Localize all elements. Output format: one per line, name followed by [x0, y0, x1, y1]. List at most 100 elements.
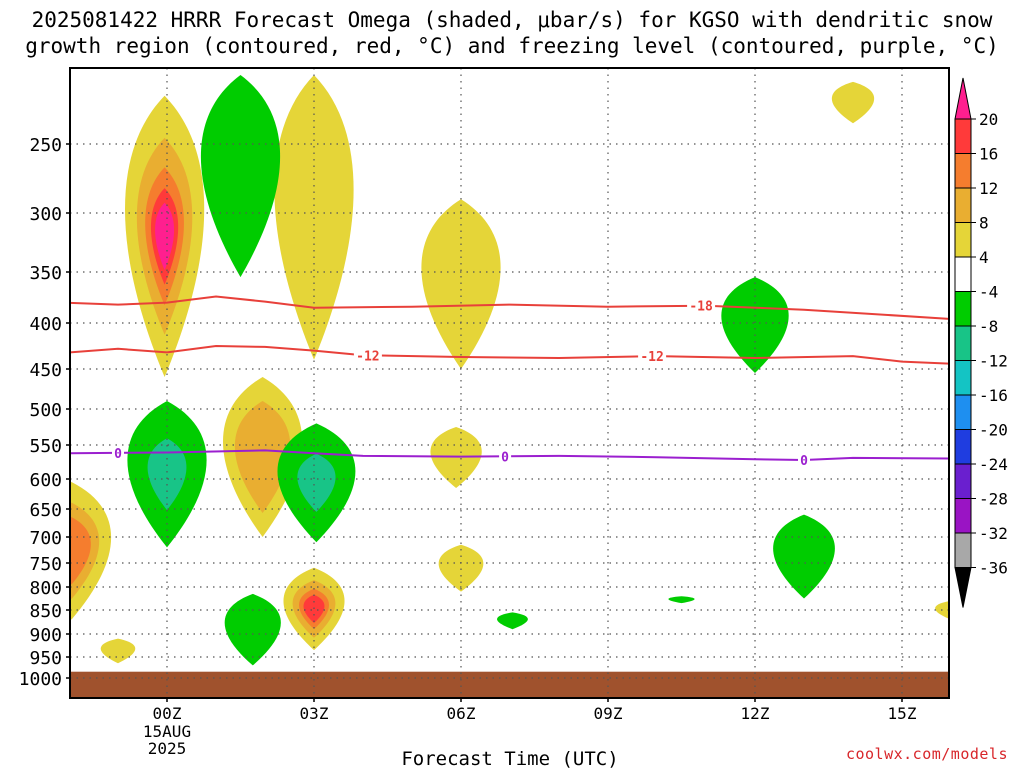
omega-cell	[831, 81, 875, 124]
contour-0: 0 0 0	[70, 445, 949, 469]
contour-label-bg	[638, 349, 667, 364]
x-tick-label: 06Z	[447, 704, 476, 723]
colorbar-top-arrow	[954, 77, 972, 120]
y-tick-label: 300	[29, 204, 62, 225]
contour-label-bg	[798, 452, 810, 467]
colorbar-swatch	[954, 429, 972, 465]
contour-label: 0	[800, 454, 808, 469]
contour-line	[70, 344, 949, 365]
omega-cell	[200, 75, 281, 278]
y-tick-label: 600	[29, 470, 62, 491]
contour-label: -18	[689, 300, 713, 315]
x-axis-label: Forecast Time (UTC)	[401, 748, 618, 768]
omega-cell	[438, 544, 484, 592]
colorbar-swatch	[954, 463, 972, 499]
y-tick-label: 550	[29, 436, 62, 457]
omega-level	[831, 81, 875, 124]
y-tick-label: 450	[29, 360, 62, 381]
omega-cell	[125, 95, 205, 377]
colorbar-label: -16	[979, 386, 1008, 405]
ground-fill	[70, 671, 949, 698]
x-tick-label: 09Z	[594, 704, 623, 723]
colorbar-label: -8	[979, 317, 998, 336]
colorbar-label: 12	[979, 179, 998, 198]
colorbar-swatch	[954, 256, 972, 292]
contour-label: 0	[501, 450, 509, 465]
y-tick-label: 350	[29, 263, 62, 284]
omega-level	[274, 75, 354, 360]
omega-level	[234, 401, 291, 513]
y-tick-label: 750	[29, 554, 62, 575]
omega-level	[297, 453, 336, 512]
y-tick-label: 250	[29, 135, 62, 156]
omega-level	[672, 597, 691, 603]
x-tick-label: 00Z	[153, 704, 182, 723]
colorbar: 20 16 12 8 4 -4 -8 -12 -16 -20 -24 -28 -32 -36	[954, 77, 1008, 608]
x-tick-sublabel: 2025	[148, 739, 187, 758]
colorbar-label: 16	[979, 145, 998, 164]
colorbar-label: 8	[979, 214, 989, 233]
contour-label-bg	[353, 348, 382, 363]
omega-cell	[127, 401, 207, 548]
contour-label: -12	[356, 349, 379, 364]
footer-source: coolwx.com/models	[845, 745, 1008, 763]
omega-level	[421, 199, 501, 369]
colorbar-label: -20	[979, 421, 1008, 440]
omega-cell	[497, 612, 528, 630]
colorbar-swatch	[954, 498, 972, 534]
omega-cell	[223, 377, 303, 537]
omega-cell	[224, 593, 281, 666]
contour-line	[70, 295, 949, 320]
omega-shading	[70, 75, 949, 666]
contour-label: 0	[114, 447, 122, 462]
omega-cell	[70, 482, 112, 620]
grid-lines	[70, 68, 949, 698]
colorbar-swatch	[954, 532, 972, 568]
colorbar-label: -24	[979, 455, 1008, 474]
omega-cell	[668, 596, 695, 604]
contour-label-bg	[687, 298, 716, 313]
x-tick-label: 15Z	[888, 704, 917, 723]
plot-frame	[69, 67, 950, 699]
y-tick-label: 500	[29, 400, 62, 421]
omega-level	[438, 544, 484, 592]
omega-level	[501, 614, 524, 627]
colorbar-label: -36	[979, 559, 1008, 578]
y-tick-label: 900	[29, 625, 62, 646]
x-tick-label: 03Z	[300, 704, 329, 723]
chart-title-line2: growth region (contoured, red, °C) and f…	[25, 34, 999, 58]
colorbar-swatch	[954, 394, 972, 430]
y-tick-label: 850	[29, 601, 62, 622]
chart-title-line1: 2025081422 HRRR Forecast Omega (shaded, …	[31, 8, 993, 32]
omega-cell	[421, 199, 501, 369]
colorbar-label: 20	[979, 110, 998, 129]
colorbar-label: -4	[979, 283, 998, 302]
temperature-contours: -18 -12 -12 0 0 0	[70, 295, 949, 469]
colorbar-swatch	[954, 325, 972, 361]
x-tick-sublabel: 15AUG	[143, 722, 191, 741]
omega-level	[782, 527, 826, 586]
colorbar-label: -28	[979, 490, 1008, 509]
colorbar-label: 4	[979, 248, 989, 267]
colorbar-swatch	[954, 118, 972, 154]
y-tick-label: 950	[29, 648, 62, 669]
colorbar-swatch	[954, 291, 972, 327]
y-tick-label: 650	[29, 500, 62, 521]
contour--12: -12 -12	[70, 344, 949, 365]
omega-level	[212, 105, 269, 247]
colorbar-swatch	[954, 187, 972, 223]
y-tick-label: 400	[29, 314, 62, 335]
colorbar-label: -32	[979, 524, 1008, 543]
colorbar-swatch	[954, 360, 972, 396]
omega-level	[233, 604, 273, 655]
omega-level	[155, 202, 175, 271]
omega-level	[70, 517, 91, 585]
x-tick-label: 12Z	[741, 704, 770, 723]
y-tick-label: 800	[29, 578, 62, 599]
colorbar-bottom-arrow	[954, 567, 972, 608]
contour-label: -12	[640, 350, 663, 365]
contour--18: -18	[70, 295, 949, 320]
